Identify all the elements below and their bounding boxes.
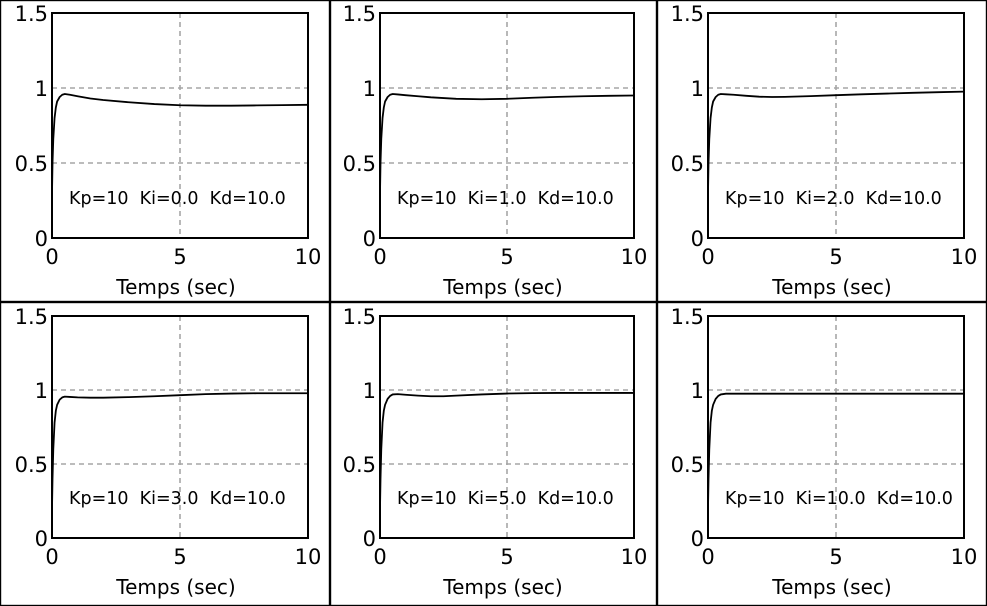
panel-border xyxy=(656,0,987,302)
x-tick-label: 0 xyxy=(701,245,714,269)
x-tick-label: 0 xyxy=(701,545,714,569)
x-tick-label: 5 xyxy=(173,245,186,269)
x-tick-label: 10 xyxy=(295,545,322,569)
gain-annotation: Kp=10 Ki=10.0 Kd=10.0 xyxy=(725,489,953,509)
y-tick-label: 1 xyxy=(691,77,704,101)
plot-frame xyxy=(51,315,309,539)
response-curve xyxy=(51,93,309,194)
y-tick-label: 1 xyxy=(35,379,48,403)
gain-annotation: Kp=10 Ki=3.0 Kd=10.0 xyxy=(69,489,286,509)
y-tick-label: 0 xyxy=(35,227,48,251)
x-tick-label: 0 xyxy=(373,545,386,569)
y-tick-label: 1.5 xyxy=(671,305,704,329)
response-curve xyxy=(51,392,308,509)
plot-frame xyxy=(379,12,635,239)
x-tick-label: 0 xyxy=(373,245,386,269)
y-tick-label: 0 xyxy=(363,227,376,251)
panel-border xyxy=(330,0,657,302)
x-tick-label: 5 xyxy=(500,545,513,569)
x-tick-label: 10 xyxy=(951,245,978,269)
x-axis-label: Temps (sec) xyxy=(771,275,891,299)
y-tick-label: 1 xyxy=(363,379,376,403)
y-tick-label: 0 xyxy=(363,527,376,551)
y-tick-label: 1.5 xyxy=(15,305,48,329)
panel-border xyxy=(0,302,330,606)
y-tick-label: 1.5 xyxy=(343,2,376,26)
response-curve xyxy=(707,90,965,194)
panel-border xyxy=(0,0,330,302)
chart-panel-3: 0 0.5 1 1.5 0 5 10 Temps (sec) Kp=10 Ki=2.0 Kd=1… xyxy=(656,0,987,302)
y-tick-label: 0 xyxy=(691,227,704,251)
plot-frame xyxy=(707,315,965,539)
response-curve xyxy=(379,93,635,194)
y-tick-label: 1 xyxy=(363,77,376,101)
x-tick-label: 10 xyxy=(621,545,648,569)
y-tick-label: 1.5 xyxy=(671,2,704,26)
chart-panel-6: 0 0.5 1 1.5 0 5 10 Temps (sec) Kp=10 Ki=10.0 Kd=… xyxy=(656,302,987,606)
x-tick-label: 5 xyxy=(829,245,842,269)
y-tick-label: 0.5 xyxy=(671,453,704,477)
y-tick-label: 1.5 xyxy=(15,2,48,26)
chart-panel-1: 0 0.5 1 1.5 0 5 10 Temps (sec) Kp=10 Ki=0.0 Kd=1… xyxy=(0,0,330,302)
y-tick-label: 1 xyxy=(35,77,48,101)
y-tick-label: 0.5 xyxy=(671,152,704,176)
x-tick-label: 0 xyxy=(45,245,58,269)
gain-annotation: Kp=10 Ki=0.0 Kd=10.0 xyxy=(69,189,286,209)
y-tick-label: 0.5 xyxy=(343,152,376,176)
x-tick-label: 5 xyxy=(500,245,513,269)
x-tick-label: 0 xyxy=(45,545,58,569)
x-axis-label: Temps (sec) xyxy=(442,275,562,299)
panel-border xyxy=(656,302,987,606)
y-tick-label: 0 xyxy=(35,527,48,551)
y-tick-label: 0.5 xyxy=(15,453,48,477)
x-tick-label: 5 xyxy=(173,545,186,569)
x-tick-label: 5 xyxy=(829,545,842,569)
plot-frame xyxy=(379,315,635,539)
y-tick-label: 0 xyxy=(691,527,704,551)
x-tick-label: 10 xyxy=(951,545,978,569)
x-tick-label: 10 xyxy=(621,245,648,269)
x-axis-label: Temps (sec) xyxy=(115,275,235,299)
x-axis-label: Temps (sec) xyxy=(771,575,891,599)
plot-frame xyxy=(51,12,309,239)
y-tick-label: 1.5 xyxy=(343,305,376,329)
x-axis-label: Temps (sec) xyxy=(442,575,562,599)
y-tick-label: 0.5 xyxy=(15,152,48,176)
response-curve xyxy=(707,392,964,509)
gain-annotation: Kp=10 Ki=2.0 Kd=10.0 xyxy=(725,189,942,209)
chart-panel-4: 0 0.5 1 1.5 0 5 10 Temps (sec) Kp=10 Ki=3.0 Kd=1… xyxy=(0,302,330,606)
chart-panel-5: 0 0.5 1 1.5 0 5 10 Temps (sec) Kp=10 Ki=5.0 Kd=1… xyxy=(330,302,657,606)
y-tick-label: 0.5 xyxy=(343,453,376,477)
response-curve xyxy=(379,392,634,509)
chart-panel-2: 0 0.5 1 1.5 0 5 10 Temps (sec) Kp=10 Ki=1.0 Kd=1… xyxy=(330,0,657,302)
x-tick-label: 10 xyxy=(295,245,322,269)
panel-border xyxy=(330,302,657,606)
plot-frame xyxy=(707,12,965,239)
y-tick-label: 1 xyxy=(691,379,704,403)
gain-annotation: Kp=10 Ki=5.0 Kd=10.0 xyxy=(397,489,614,509)
x-axis-label: Temps (sec) xyxy=(115,575,235,599)
gain-annotation: Kp=10 Ki=1.0 Kd=10.0 xyxy=(397,189,614,209)
